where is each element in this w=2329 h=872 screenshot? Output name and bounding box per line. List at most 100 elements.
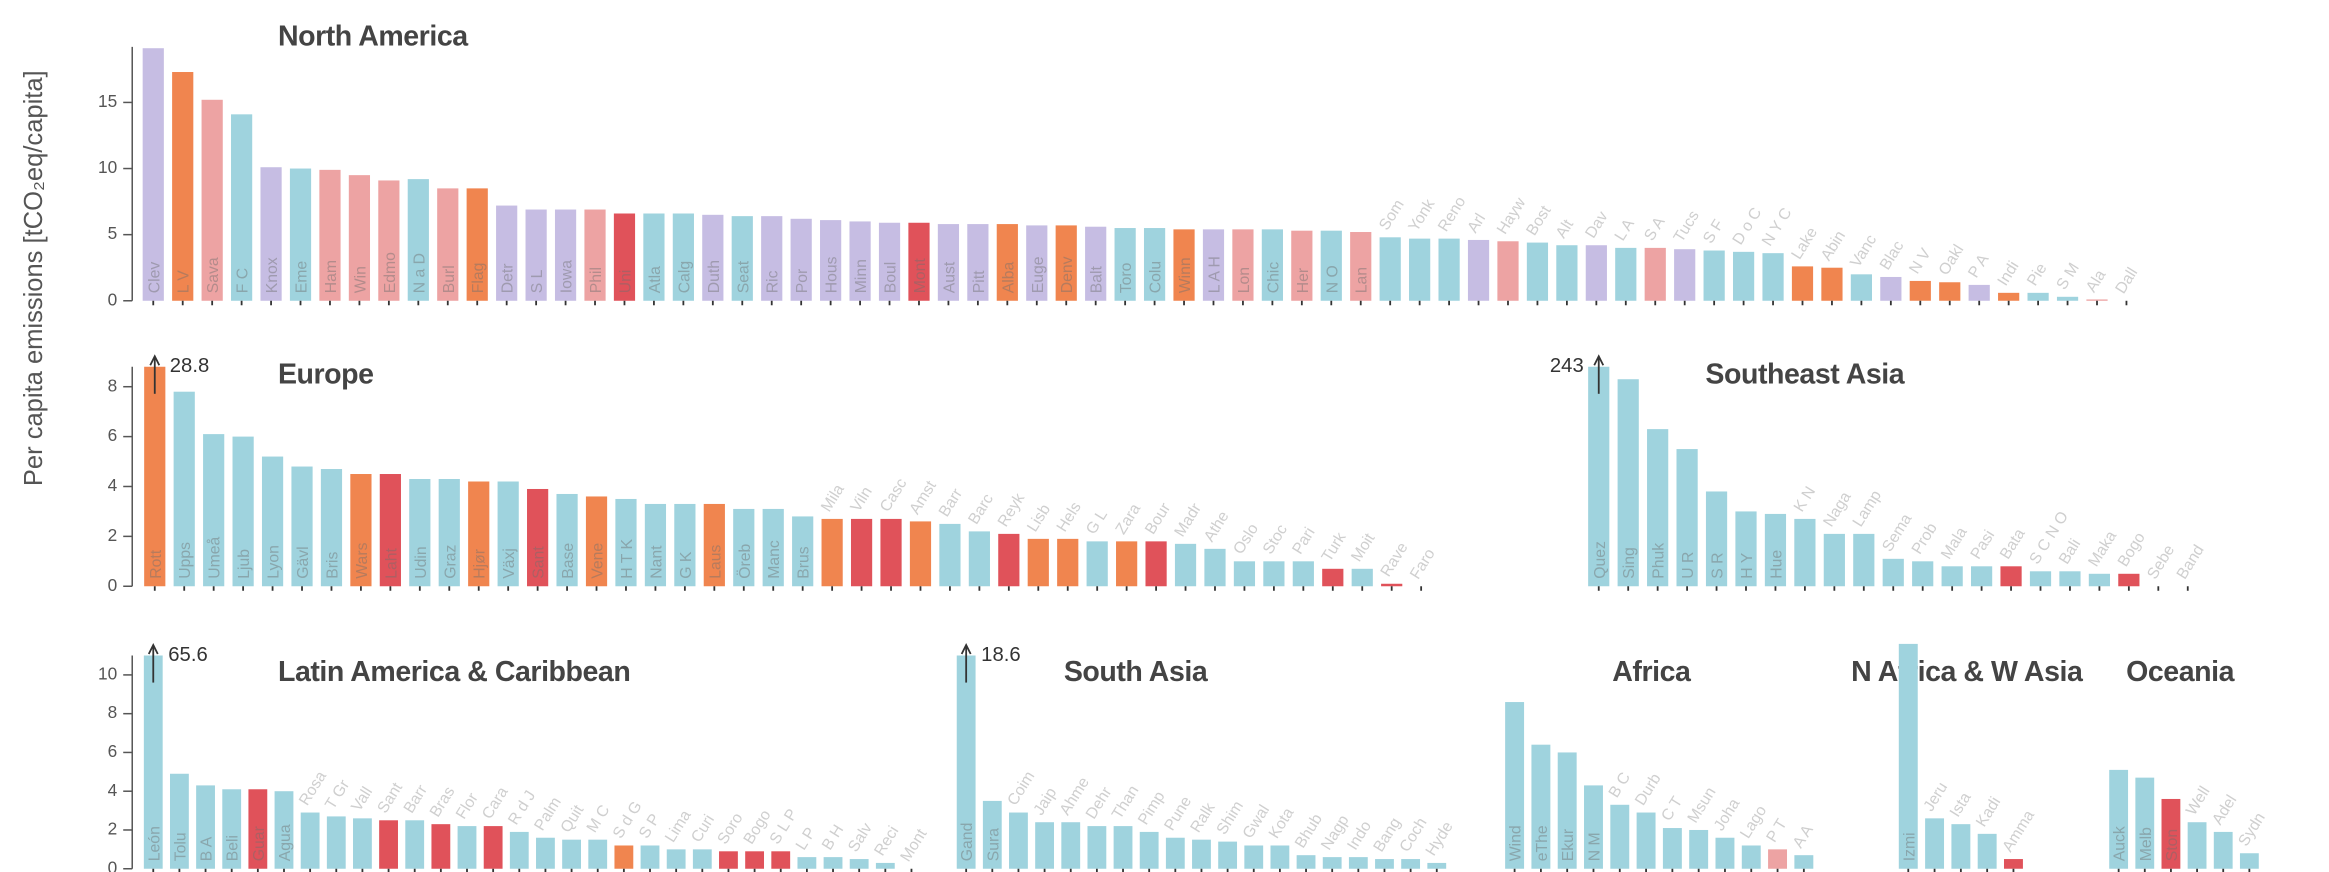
bar xyxy=(1912,561,1934,587)
bar xyxy=(1086,541,1108,587)
bar xyxy=(823,857,843,869)
category-label: Manc xyxy=(766,540,783,579)
bar xyxy=(666,849,686,869)
bar xyxy=(849,221,871,301)
overflow-arrowhead xyxy=(149,354,161,366)
bar xyxy=(1061,822,1081,869)
panel-title: North America xyxy=(278,20,469,52)
category-label: Base xyxy=(560,543,577,579)
bar xyxy=(1173,229,1195,301)
bar xyxy=(554,209,577,301)
category-label: L P xyxy=(793,825,820,854)
bar xyxy=(1143,228,1166,301)
bar xyxy=(2059,571,2081,587)
bar xyxy=(731,216,753,301)
bar xyxy=(1009,812,1028,869)
category-label: B A xyxy=(199,836,216,861)
bar xyxy=(615,498,637,587)
bar xyxy=(431,824,451,869)
category-label: Jaip xyxy=(1031,785,1061,819)
category-label: Ljub xyxy=(236,549,253,579)
category-label: Nant xyxy=(648,545,665,579)
category-label: Denv xyxy=(1059,256,1076,293)
category-label: Well xyxy=(2183,784,2214,819)
category-label: Naga xyxy=(1820,489,1855,530)
category-label: Maka xyxy=(2085,528,2120,570)
bar xyxy=(719,851,738,869)
category-label: Pasi xyxy=(1968,527,1999,562)
category-label: Bour xyxy=(1142,500,1174,537)
category-label: Adel xyxy=(2209,792,2240,828)
bar xyxy=(1035,822,1055,869)
bar xyxy=(497,481,519,587)
category-label: U R xyxy=(1680,552,1697,579)
bar xyxy=(1951,824,1971,869)
category-label: Blac xyxy=(1877,238,1908,273)
category-label: Ston xyxy=(2164,829,2181,861)
category-label: Casc xyxy=(877,475,911,515)
category-label: Ala xyxy=(2083,267,2110,296)
bar xyxy=(468,481,490,587)
bar xyxy=(1636,812,1656,869)
category-label: S R xyxy=(1710,552,1727,578)
category-label: Barr xyxy=(936,486,966,520)
bar xyxy=(702,214,724,301)
category-label: Win xyxy=(352,266,369,293)
bar xyxy=(1526,242,1549,301)
bar xyxy=(2109,769,2129,869)
category-label: Hayw xyxy=(1494,194,1530,237)
category-label: Clev xyxy=(146,262,163,294)
bar xyxy=(1116,541,1138,587)
category-label: Durb xyxy=(1632,770,1665,808)
bar xyxy=(1762,253,1784,301)
bar xyxy=(1244,845,1264,869)
category-label: Detr xyxy=(500,263,517,293)
bar xyxy=(2056,296,2079,301)
bar xyxy=(1585,245,1607,301)
category-label: Rave xyxy=(1378,539,1412,579)
category-label: Viln xyxy=(848,484,876,515)
category-label: Flor xyxy=(453,790,482,822)
category-label: Indi xyxy=(1995,258,2023,289)
y-tick-label: 0 xyxy=(108,575,118,595)
bar xyxy=(1026,225,1048,301)
bar xyxy=(466,188,488,301)
bar xyxy=(144,366,166,587)
category-label: Her xyxy=(1295,268,1312,293)
bar xyxy=(2027,292,2049,301)
category-label: Phil xyxy=(588,267,605,293)
bar xyxy=(320,469,343,587)
category-label: Agua xyxy=(277,824,294,861)
category-label: Sura xyxy=(985,828,1002,862)
category-label: Bang xyxy=(1370,815,1404,855)
bar xyxy=(1977,833,1997,869)
bar xyxy=(142,48,164,301)
bar xyxy=(2086,299,2108,301)
bar xyxy=(1732,251,1755,301)
bar xyxy=(1139,831,1159,869)
bar xyxy=(820,220,842,301)
category-label: Alt xyxy=(1553,216,1577,241)
bar xyxy=(672,213,694,301)
bar xyxy=(379,820,398,869)
category-label: Dav xyxy=(1582,208,1611,241)
bar xyxy=(762,508,784,587)
category-label: Reyk xyxy=(995,490,1029,530)
bar xyxy=(1689,829,1709,869)
category-label: Quez xyxy=(1592,541,1609,579)
bar xyxy=(1497,241,1519,301)
bar xyxy=(1204,548,1226,587)
category-label: Izmi xyxy=(1901,832,1918,861)
category-label: L A xyxy=(1612,216,1638,244)
overflow-arrowhead xyxy=(1593,354,1605,366)
category-label: G K xyxy=(678,551,695,579)
category-label: Bogo xyxy=(2115,529,2149,569)
bar xyxy=(849,859,869,869)
bar xyxy=(1898,643,1918,869)
bar xyxy=(379,474,401,587)
bar xyxy=(1087,826,1107,869)
category-label: Burl xyxy=(441,265,458,293)
y-tick-label: 4 xyxy=(108,780,118,800)
bar xyxy=(1202,229,1225,301)
bar xyxy=(409,479,431,587)
